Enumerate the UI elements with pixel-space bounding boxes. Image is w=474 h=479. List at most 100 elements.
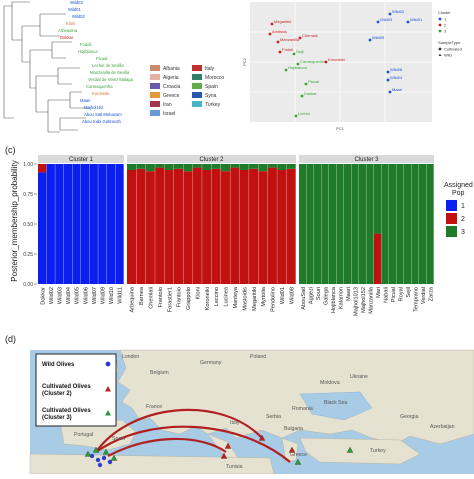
structure-bar-segment: [55, 164, 64, 284]
y-tick-label: 1.00: [23, 162, 33, 168]
legend-swatch-italy: [192, 65, 202, 71]
pca-point-label: Lechin: [298, 111, 310, 116]
tree-svg: Wild03 Wild01 Wild02 Kloni Arbequina Dokkar Fo…: [3, 0, 224, 133]
map-place-name: Ukraine: [350, 374, 368, 380]
map-legend-label-line: (Cluster 3): [42, 415, 72, 421]
pca-point: [294, 114, 298, 118]
structure-bar-segment: [164, 164, 174, 170]
panel-c-label: (c): [5, 145, 16, 155]
tree-tip-label: Koroneiki: [92, 91, 110, 96]
structure-bar-segment: [136, 168, 146, 284]
structure-sample-label: Majhol1013: [353, 287, 359, 316]
tree-tip-label: Verdial de Velez Malaga: [88, 77, 134, 82]
structure-bar-segment: [173, 168, 184, 284]
pca-point-label: Wild02: [392, 9, 405, 14]
structure-sample-label: Wild06: [83, 287, 89, 304]
structure-sample-label: Wild01: [280, 287, 286, 304]
structure-bar-segment: [145, 164, 155, 172]
structure-legend-title-line2: Pop: [452, 190, 465, 197]
pca-point: [276, 40, 280, 44]
wild-olive-marker: [101, 455, 107, 461]
cultivated-cluster3-marker: [346, 446, 354, 453]
pca-point: [324, 60, 328, 64]
structure-sample-label: Nabali: [383, 287, 389, 303]
structure-legend-swatch: [446, 226, 457, 237]
cultivated-cluster3-marker: [294, 458, 302, 465]
map-legend-cultivated-marker: [105, 386, 111, 392]
structure-legend-swatch: [446, 200, 457, 211]
legend-label-morocco: Morocco: [205, 75, 224, 81]
y-tick-label: 0.75: [23, 192, 33, 198]
country-legend: Albania Algeria Croacia Greece Iran Israel Ita…: [150, 65, 224, 117]
structure-bar-segment: [38, 164, 47, 173]
structure-bar-segment: [381, 164, 389, 284]
structure-sample-label: Wild09: [101, 287, 107, 304]
tree-tip-label: Arbequina: [58, 28, 78, 33]
structure-sample-label: Wild11: [118, 287, 124, 304]
structure-bar-segment: [81, 164, 90, 284]
map-place-name: Black Sea: [324, 400, 347, 406]
structure-bar-segment: [426, 164, 434, 284]
tree-tip-label: Abou Satl Mohazam: [84, 112, 122, 117]
structure-sample-label: Souri: [316, 287, 322, 300]
legend-label-iran: Iran: [163, 102, 172, 108]
pca-point-label: Sejil: [296, 49, 304, 54]
structure-bar-segment: [351, 164, 359, 284]
cultivated-cluster3-marker: [92, 446, 100, 453]
structure-sample-label: Chemlali: [148, 287, 154, 309]
legend-swatch-albania: [150, 65, 160, 71]
map-place-name: Turkey: [370, 448, 386, 454]
structure-yticks: 0.00 0.25 0.50 0.75 1.00: [23, 162, 37, 288]
map-land-iberia: [59, 419, 137, 451]
structure-bar-segment: [230, 164, 240, 168]
cluster-strip: [127, 155, 296, 163]
pca-point: [386, 78, 390, 82]
structure-sample-label: Sejil: [406, 287, 412, 298]
pca-legend-cluster-dot: [438, 23, 442, 27]
legend-label-croacia: Croacia: [163, 84, 180, 90]
structure-bar-segment: [277, 170, 287, 284]
structure-sample-label: Royal: [398, 287, 404, 301]
pca-point: [388, 90, 392, 94]
panel-b-pca: Wild03 Wild02 Wild01 Lechin Dokkar Picual Hoji…: [240, 0, 474, 135]
structure-bar-segment: [344, 164, 352, 284]
cultivated-cluster2-marker: [258, 434, 266, 441]
structure-bar-segment: [239, 170, 249, 284]
structure-legend-swatch: [446, 213, 457, 224]
structure-sample-label: Frantoio: [158, 287, 164, 308]
pca-point-label: Megaritiki: [274, 19, 291, 24]
map-place-name: Moldova: [320, 380, 340, 386]
pca-point-label: Wild04: [390, 75, 403, 80]
map-place-name: London: [122, 354, 139, 360]
pca-point-label: Wild01: [410, 17, 423, 22]
structure-bar-segment: [220, 164, 230, 172]
map-legend-label: Cultivated Olives (Cluster 2): [42, 384, 91, 397]
structure-bar-segment: [202, 164, 212, 170]
map-legend-frame: [35, 353, 117, 427]
cluster-strip-label: Cluster 3: [354, 157, 379, 163]
legend-swatch-iran: [150, 101, 160, 107]
tree-tip-label: Lechin de Sevilla: [92, 63, 124, 68]
legend-swatch-spain: [192, 83, 202, 89]
pca-point: [270, 22, 274, 26]
pca-point-label: Chemlali: [302, 33, 318, 38]
tree-tip-label: Majhol152: [84, 105, 104, 110]
structure-sample-label: Wild02: [49, 287, 55, 304]
tree-tip-label: Wild03: [70, 0, 83, 5]
map-markers: [84, 434, 354, 468]
pca-svg: Wild03 Wild02 Wild01 Lechin Dokkar Picual Hoji…: [242, 2, 462, 131]
pca-legend-cluster-label: 1: [444, 17, 447, 22]
structure-sample-label: Aggezi: [308, 287, 314, 304]
pca-point-label: Hojiblanca: [288, 65, 307, 70]
structure-bar-segment: [321, 164, 329, 284]
structure-bar-segment: [299, 164, 307, 284]
structure-sample-label: Hojiblanca: [331, 286, 337, 313]
map-land-turkey: [299, 437, 421, 465]
map-place-name: Greece: [290, 452, 307, 458]
pca-point: [376, 20, 380, 24]
structure-sample-label: Kloni: [195, 287, 201, 299]
arc-iberia-italy: [95, 408, 263, 453]
structure-bar-segment: [46, 164, 55, 284]
map-black-sea: [299, 391, 373, 421]
structure-bar-segment: [277, 164, 287, 170]
